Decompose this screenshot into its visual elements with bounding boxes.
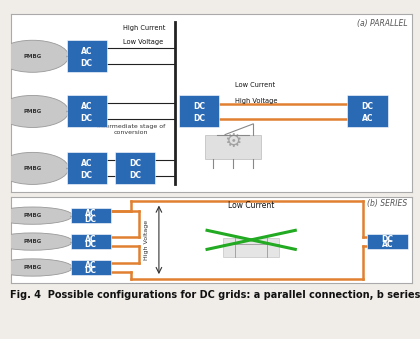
Text: DC: DC [81,171,93,180]
Text: Low Current: Low Current [235,82,275,88]
Circle shape [0,40,68,72]
Text: (a) PARALLEL: (a) PARALLEL [357,19,407,28]
Text: DC: DC [362,102,373,111]
Text: AC: AC [382,240,393,250]
FancyBboxPatch shape [71,208,111,223]
Text: (b) SERIES: (b) SERIES [368,199,407,208]
Text: ⚙: ⚙ [224,132,242,151]
Text: AC: AC [85,209,97,218]
Text: Fig. 4  Possible configurations for DC grids: a parallel connection, b series co: Fig. 4 Possible configurations for DC gr… [10,290,420,300]
FancyBboxPatch shape [347,96,388,127]
Circle shape [0,153,68,184]
Text: PMBG: PMBG [24,239,42,244]
FancyBboxPatch shape [71,260,111,275]
Text: PMBG: PMBG [24,54,42,59]
Circle shape [0,233,73,250]
Text: AC: AC [81,159,92,168]
Text: DC: DC [193,114,205,123]
Text: AC: AC [81,102,92,111]
Text: Low Voltage: Low Voltage [123,39,163,45]
FancyBboxPatch shape [205,135,261,159]
Text: PMBG: PMBG [24,265,42,270]
Text: DC: DC [85,266,97,275]
FancyBboxPatch shape [115,153,155,184]
Text: PMBG: PMBG [24,213,42,218]
FancyBboxPatch shape [179,96,219,127]
Text: DC: DC [81,114,93,123]
Text: AC: AC [85,261,97,270]
Text: DC: DC [81,59,93,68]
Text: Intermediate stage of
conversion: Intermediate stage of conversion [97,124,165,135]
FancyBboxPatch shape [67,40,107,72]
FancyBboxPatch shape [67,153,107,184]
Text: AC: AC [362,114,373,123]
FancyBboxPatch shape [368,234,407,250]
Text: High Voltage: High Voltage [235,98,278,104]
Text: DC: DC [85,240,97,250]
Circle shape [0,259,73,276]
Text: DC: DC [129,159,141,168]
Text: PMBG: PMBG [24,109,42,114]
FancyBboxPatch shape [67,96,107,127]
Text: Low Current: Low Current [228,201,274,210]
Text: DC: DC [85,215,97,223]
Text: High Voltage: High Voltage [144,220,150,260]
Text: DC: DC [381,235,394,244]
Text: DC: DC [193,102,205,111]
FancyBboxPatch shape [71,234,111,250]
Text: PMBG: PMBG [24,166,42,171]
Text: DC: DC [129,171,141,180]
Circle shape [0,96,68,127]
FancyBboxPatch shape [223,238,279,257]
Circle shape [0,207,73,224]
Text: AC: AC [81,47,92,56]
Text: High Current: High Current [123,25,165,31]
Text: AC: AC [85,235,97,244]
